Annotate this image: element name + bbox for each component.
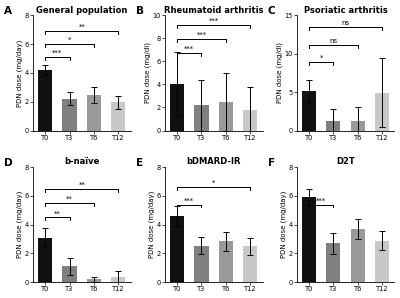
Text: *: * — [320, 55, 323, 61]
Text: **: ** — [54, 210, 61, 216]
Text: C: C — [268, 6, 275, 16]
Text: ns: ns — [329, 38, 338, 44]
Text: A: A — [4, 6, 12, 16]
Y-axis label: PDN dose (mg/day): PDN dose (mg/day) — [280, 191, 287, 258]
Title: Rheumatoid arthritis: Rheumatoid arthritis — [164, 6, 264, 15]
Text: F: F — [268, 158, 275, 168]
Bar — [351, 121, 365, 131]
Text: ***: *** — [52, 50, 62, 56]
Text: **: ** — [78, 181, 85, 187]
Bar — [302, 197, 316, 282]
Bar — [326, 243, 340, 282]
Bar — [62, 99, 77, 131]
Text: E: E — [136, 158, 143, 168]
Bar — [219, 241, 233, 282]
Title: D2T: D2T — [336, 157, 355, 166]
Bar — [87, 280, 101, 282]
Text: ***: *** — [184, 197, 194, 204]
Text: *: * — [212, 180, 215, 186]
Text: ns: ns — [342, 20, 350, 26]
Bar — [170, 216, 184, 282]
Text: ***: *** — [196, 32, 206, 38]
Text: ***: *** — [184, 46, 194, 52]
Bar — [62, 266, 77, 282]
Title: bDMARD-IR: bDMARD-IR — [186, 157, 241, 166]
Bar — [219, 102, 233, 131]
Bar — [87, 95, 101, 131]
Bar — [351, 229, 365, 282]
Bar — [375, 93, 389, 131]
Bar — [194, 105, 208, 131]
Text: **: ** — [78, 24, 85, 30]
Bar — [38, 238, 52, 282]
Text: *: * — [68, 37, 71, 43]
Text: D: D — [4, 158, 12, 168]
Text: B: B — [136, 6, 144, 16]
Bar — [111, 277, 126, 282]
Y-axis label: PDN dose (mg/dl): PDN dose (mg/dl) — [276, 42, 283, 103]
Bar — [375, 240, 389, 282]
Bar — [111, 103, 126, 131]
Y-axis label: PDN dose (mg/day): PDN dose (mg/day) — [17, 191, 23, 258]
Text: **: ** — [66, 196, 73, 202]
Title: Psoriatic arthritis: Psoriatic arthritis — [304, 6, 388, 15]
Bar — [38, 70, 52, 131]
Text: ***: *** — [316, 197, 326, 204]
Bar — [243, 110, 257, 131]
Y-axis label: PDN dose (mg/day): PDN dose (mg/day) — [148, 191, 155, 258]
Bar — [243, 246, 257, 282]
Bar — [170, 84, 184, 131]
Title: General population: General population — [36, 6, 128, 15]
Text: ***: *** — [209, 18, 219, 24]
Bar — [194, 246, 208, 282]
Bar — [302, 91, 316, 131]
Y-axis label: PDN dose (mg/dl): PDN dose (mg/dl) — [144, 42, 151, 103]
Bar — [326, 120, 340, 131]
Title: b-naïve: b-naïve — [64, 157, 100, 166]
Y-axis label: PDN dose (mg/day): PDN dose (mg/day) — [17, 39, 23, 107]
